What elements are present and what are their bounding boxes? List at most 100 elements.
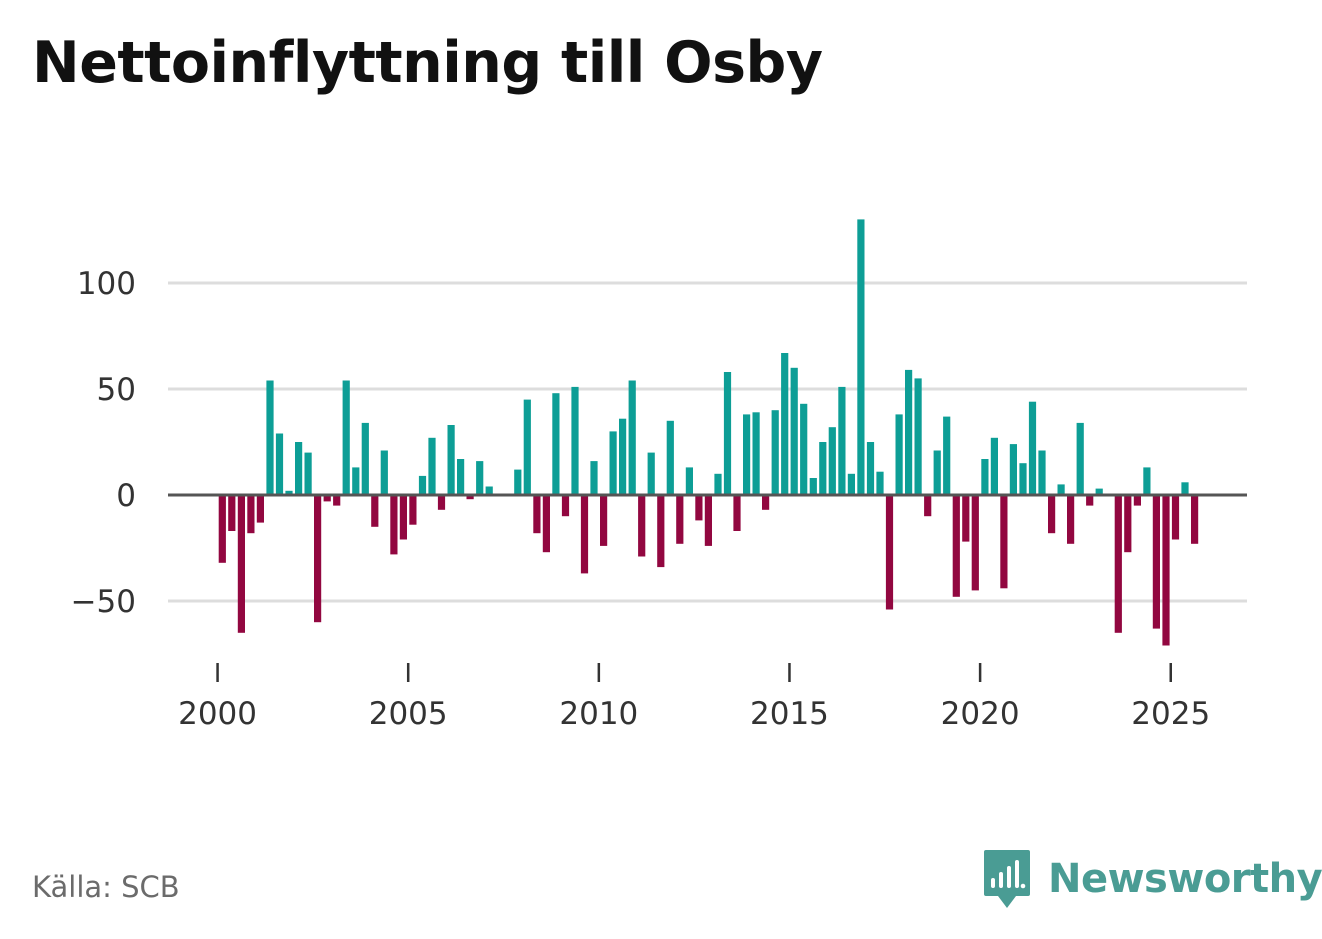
bar bbox=[781, 353, 789, 495]
bar bbox=[743, 414, 751, 495]
y-tick-label: 100 bbox=[77, 266, 136, 302]
bar bbox=[1152, 495, 1160, 629]
bar bbox=[733, 495, 741, 531]
bar bbox=[1191, 495, 1199, 544]
bar bbox=[1048, 495, 1056, 534]
bar bbox=[571, 386, 579, 495]
bar bbox=[619, 418, 627, 495]
bar bbox=[914, 378, 922, 495]
bar bbox=[1057, 484, 1065, 495]
bar bbox=[609, 431, 617, 495]
bar bbox=[809, 478, 817, 495]
bar bbox=[533, 495, 541, 534]
bar bbox=[695, 495, 703, 521]
bar bbox=[380, 450, 388, 495]
bar bbox=[876, 471, 884, 495]
bar bbox=[1133, 495, 1141, 506]
bar bbox=[1124, 495, 1132, 553]
bar bbox=[1171, 495, 1180, 540]
bar bbox=[285, 490, 293, 495]
bar bbox=[1038, 450, 1046, 495]
bar bbox=[447, 425, 455, 495]
bar bbox=[1095, 488, 1103, 495]
bar bbox=[943, 416, 951, 495]
bar bbox=[771, 410, 779, 495]
bar bbox=[552, 393, 560, 495]
bar bbox=[476, 461, 484, 495]
y-tick-label: 0 bbox=[116, 478, 136, 514]
x-tick-label: 2015 bbox=[750, 696, 829, 732]
bar bbox=[275, 433, 284, 495]
bar bbox=[314, 495, 322, 623]
newsworthy-logo-icon bbox=[984, 850, 1030, 908]
bar bbox=[752, 412, 760, 495]
bar bbox=[561, 495, 570, 517]
bar bbox=[304, 452, 312, 495]
bar bbox=[952, 495, 960, 597]
bar bbox=[762, 495, 770, 510]
bar bbox=[523, 399, 531, 495]
bar bbox=[981, 459, 989, 495]
bar bbox=[409, 495, 417, 525]
bar bbox=[657, 495, 665, 568]
bar bbox=[457, 459, 465, 495]
bar bbox=[847, 473, 855, 495]
bar bbox=[542, 495, 550, 553]
brand-logo[interactable]: Newsworthy bbox=[982, 848, 1322, 910]
bar bbox=[800, 403, 808, 495]
bar bbox=[399, 495, 407, 540]
bar bbox=[819, 442, 827, 495]
bar bbox=[228, 495, 236, 531]
x-tick-label: 2010 bbox=[559, 696, 638, 732]
source-label: Källa: SCB bbox=[32, 870, 180, 904]
bar bbox=[295, 442, 303, 495]
bar bbox=[580, 495, 589, 574]
bar bbox=[895, 414, 903, 495]
bar bbox=[1114, 495, 1122, 633]
bar bbox=[1067, 495, 1075, 544]
bar bbox=[704, 495, 712, 546]
bar bbox=[323, 495, 331, 502]
bar bbox=[390, 495, 398, 555]
bar bbox=[333, 495, 341, 506]
bar bbox=[1019, 463, 1027, 495]
bar bbox=[590, 461, 598, 495]
bar bbox=[905, 369, 913, 495]
bar bbox=[838, 386, 846, 495]
bar bbox=[466, 495, 474, 500]
bar bbox=[685, 467, 693, 495]
bar bbox=[924, 495, 932, 517]
bar bbox=[857, 219, 865, 495]
bar bbox=[933, 450, 941, 495]
bar bbox=[1028, 401, 1037, 495]
bars-layer bbox=[218, 219, 1199, 646]
bar bbox=[371, 495, 379, 527]
bar bbox=[1143, 467, 1151, 495]
bar bbox=[256, 495, 264, 523]
bar bbox=[1086, 495, 1094, 506]
axis-layer: 100 50 0 −50 2000 2005 2010 2015 2020 2025 bbox=[71, 266, 1247, 732]
bar bbox=[866, 442, 875, 495]
bar bbox=[428, 437, 436, 495]
bar bbox=[237, 495, 245, 633]
bar bbox=[885, 495, 894, 610]
bar bbox=[790, 367, 798, 495]
x-tick-label: 2020 bbox=[941, 696, 1020, 732]
bar bbox=[485, 486, 493, 495]
bar bbox=[990, 437, 998, 495]
y-tick-label: 50 bbox=[97, 372, 136, 408]
bar bbox=[514, 469, 522, 495]
grid-layer bbox=[168, 281, 1247, 603]
bar bbox=[1162, 495, 1170, 646]
y-tick-label: −50 bbox=[71, 584, 136, 620]
bar bbox=[828, 427, 836, 495]
bar bbox=[1181, 482, 1189, 495]
bar bbox=[600, 495, 608, 546]
bar bbox=[352, 467, 360, 495]
brand-name: Newsworthy bbox=[1048, 856, 1322, 902]
bar bbox=[723, 372, 732, 495]
bar bbox=[666, 420, 674, 495]
bar bbox=[647, 452, 655, 495]
bar bbox=[962, 495, 970, 542]
bar bbox=[247, 495, 255, 534]
